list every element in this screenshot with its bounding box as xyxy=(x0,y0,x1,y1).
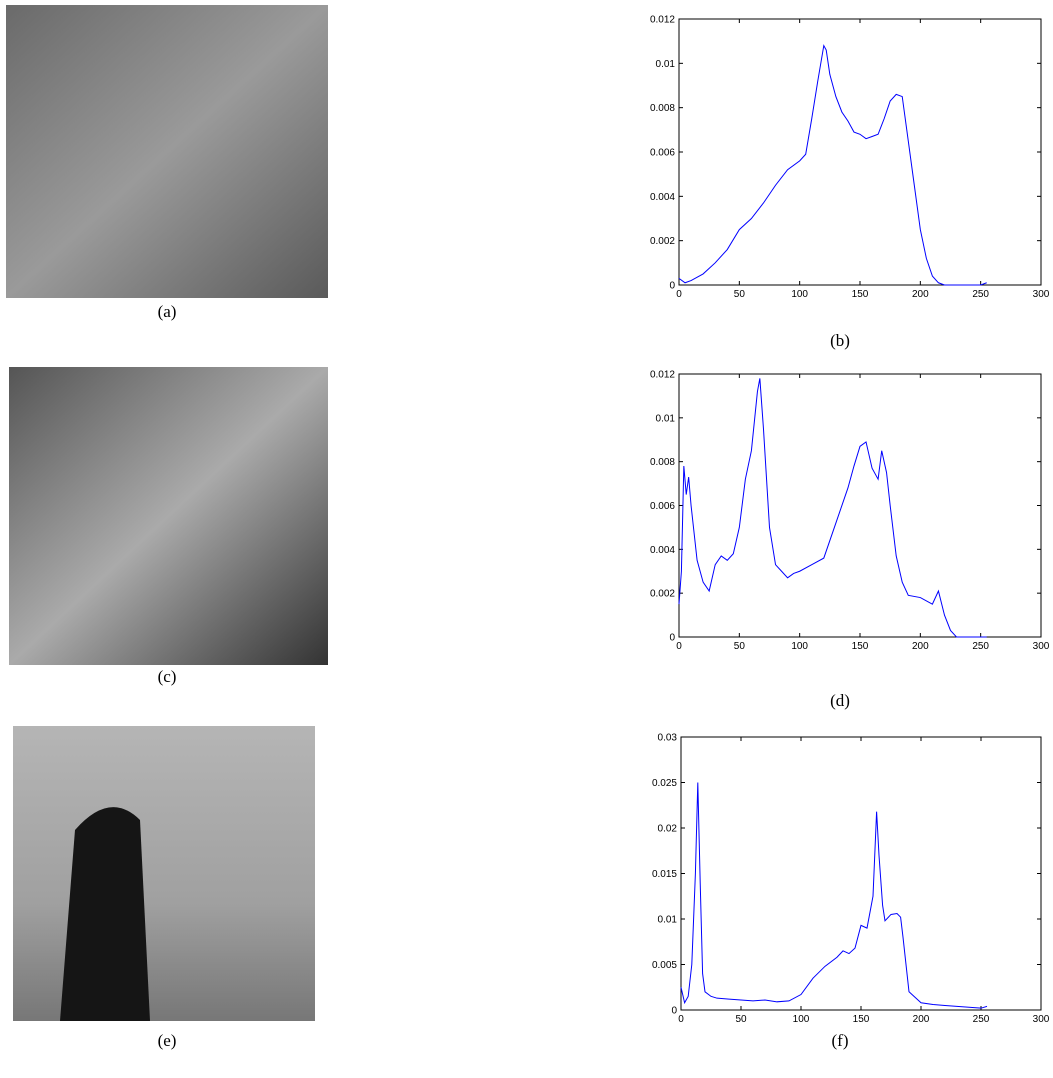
x-tick-label: 300 xyxy=(1033,289,1050,300)
y-tick-label: 0 xyxy=(669,633,675,644)
x-tick-label: 200 xyxy=(912,641,929,652)
y-tick-label: 0.008 xyxy=(650,457,675,468)
y-tick-label: 0 xyxy=(671,1006,677,1017)
caption: (a) xyxy=(158,302,177,321)
x-tick-label: 0 xyxy=(676,641,682,652)
histogram-line xyxy=(679,378,987,637)
x-tick-label: 250 xyxy=(972,289,989,300)
x-tick-label: 150 xyxy=(852,289,869,300)
x-tick-label: 150 xyxy=(853,1014,870,1025)
histogram-line xyxy=(679,46,987,285)
x-tick-label: 300 xyxy=(1033,641,1050,652)
y-tick-label: 0.006 xyxy=(650,501,675,512)
x-tick-label: 0 xyxy=(678,1014,684,1025)
axes-box xyxy=(681,737,1041,1010)
x-tick-label: 150 xyxy=(852,641,869,652)
y-tick-label: 0.015 xyxy=(652,869,677,880)
y-tick-label: 0.002 xyxy=(650,236,675,247)
photo xyxy=(13,726,315,1021)
y-tick-label: 0 xyxy=(669,281,675,292)
caption: (f) xyxy=(832,1031,849,1050)
caption: (c) xyxy=(158,667,177,686)
x-tick-label: 200 xyxy=(913,1014,930,1025)
y-tick-label: 0.02 xyxy=(658,824,678,835)
x-tick-label: 50 xyxy=(735,1014,747,1025)
histogram-line xyxy=(681,783,987,1009)
y-tick-label: 0.01 xyxy=(656,59,676,70)
y-tick-label: 0.004 xyxy=(650,545,675,556)
y-tick-label: 0.006 xyxy=(650,148,675,159)
x-tick-label: 300 xyxy=(1033,1014,1050,1025)
y-tick-label: 0.025 xyxy=(652,778,677,789)
figure: (a) (b) (c) (d) (e) (f) 0 50 100 150 200 250 300 0 0.0… xyxy=(0,0,1053,1078)
y-tick-label: 0.01 xyxy=(658,915,678,926)
y-tick-label: 0.03 xyxy=(658,733,678,744)
photo xyxy=(6,5,328,298)
x-tick-label: 100 xyxy=(791,289,808,300)
y-tick-label: 0.012 xyxy=(650,370,675,381)
x-tick-label: 50 xyxy=(734,641,746,652)
axes-box xyxy=(679,19,1041,285)
x-tick-label: 100 xyxy=(793,1014,810,1025)
y-tick-label: 0.002 xyxy=(650,589,675,600)
x-tick-label: 250 xyxy=(973,1014,990,1025)
caption: (d) xyxy=(830,691,850,710)
y-tick-label: 0.005 xyxy=(652,960,677,971)
y-tick-label: 0.008 xyxy=(650,103,675,114)
y-tick-label: 0.01 xyxy=(656,413,676,424)
caption: (b) xyxy=(830,331,850,350)
caption: (e) xyxy=(158,1031,177,1050)
x-tick-label: 200 xyxy=(912,289,929,300)
x-tick-label: 250 xyxy=(972,641,989,652)
y-tick-label: 0.012 xyxy=(650,15,675,26)
page: (a) (b) (c) (d) (e) (f) 0 50 100 150 200 250 300 0 0.0… xyxy=(0,0,1053,1078)
y-tick-label: 0.004 xyxy=(650,192,675,203)
axes-box xyxy=(679,374,1041,637)
x-tick-label: 100 xyxy=(791,641,808,652)
x-tick-label: 0 xyxy=(676,289,682,300)
x-tick-label: 50 xyxy=(734,289,746,300)
photo xyxy=(9,367,328,665)
